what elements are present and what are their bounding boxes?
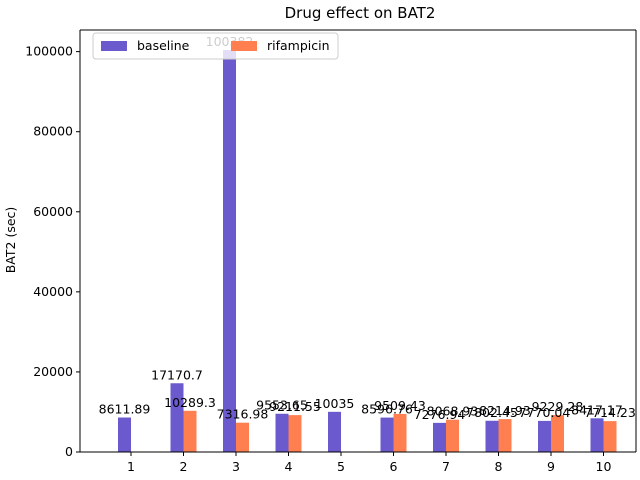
legend-label-baseline: baseline: [137, 38, 190, 53]
data-label-rifampicin-8: 8214.93: [479, 403, 531, 418]
bar-rifampicin-9: [551, 415, 564, 452]
plot-area: 8611.8917170.71003829553.65100358596.767…: [25, 29, 637, 474]
y-tick-label: 100000: [25, 44, 73, 59]
bar-rifampicin-8: [498, 419, 512, 452]
data-label-rifampicin-9: 9229.28: [532, 399, 584, 414]
bar-baseline-10: [590, 418, 604, 452]
data-label-rifampicin-2: 10289.3: [164, 395, 216, 410]
legend-swatch-baseline: [101, 41, 127, 51]
legend-label-rifampicin: rifampicin: [267, 38, 330, 53]
bar-rifampicin-10: [603, 421, 617, 452]
data-label-baseline-2: 17170.7: [151, 367, 203, 382]
bar-baseline-6: [380, 417, 394, 452]
bar-rifampicin-2: [183, 410, 197, 452]
y-tick-label: 40000: [33, 284, 73, 299]
legend-swatch-rifampicin: [231, 41, 257, 51]
legend-box: [92, 32, 339, 60]
x-tick-label: 7: [442, 459, 450, 474]
chart-title: Drug effect on BAT2: [285, 4, 436, 22]
bar-rifampicin-7: [446, 419, 459, 452]
data-label-baseline-5: 10035: [315, 396, 355, 411]
data-label-baseline-10: 8417.17: [571, 402, 623, 417]
y-tick-label: 60000: [33, 204, 73, 219]
y-axis-label: BAT2 (sec): [3, 207, 18, 274]
bar-baseline-9: [538, 420, 551, 452]
data-label-baseline-9: 7770.04: [519, 405, 571, 420]
data-label-baseline-1: 8611.89: [99, 402, 151, 417]
y-tick-label: 0: [65, 444, 73, 459]
x-tick-label: 8: [495, 459, 503, 474]
bar-baseline-3: [223, 50, 236, 453]
bar-baseline-1: [118, 417, 131, 452]
data-label-rifampicin-3: 7316.98: [217, 407, 269, 422]
x-tick-label: 9: [547, 459, 555, 474]
x-tick-label: 2: [180, 459, 188, 474]
x-tick-label: 4: [285, 459, 293, 474]
data-label-rifampicin-7: 8068.93: [427, 404, 479, 419]
x-tick-label: 3: [232, 459, 240, 474]
bar-baseline-4: [275, 413, 289, 452]
bar-baseline-5: [328, 411, 341, 452]
x-tick-label: 5: [337, 459, 345, 474]
data-label-rifampicin-10: 7714.23: [584, 405, 636, 420]
data-label-baseline-6: 8596.76: [361, 402, 413, 417]
x-tick-label: 10: [596, 459, 612, 474]
x-tick-label: 6: [390, 459, 398, 474]
data-label-rifampicin-6: 9509.43: [374, 398, 426, 413]
data-label-baseline-7: 7276.94: [414, 407, 466, 422]
y-tick-label: 20000: [33, 364, 73, 379]
x-tick-label: 1: [127, 459, 135, 474]
bar-baseline-7: [433, 422, 446, 452]
y-tick-label: 80000: [33, 124, 73, 139]
data-label-baseline-8: 7802.45: [466, 405, 518, 420]
bar-baseline-8: [485, 420, 499, 452]
bar-rifampicin-3: [236, 422, 249, 452]
data-label-rifampicin-4: 9211.55: [269, 399, 321, 414]
bar-baseline-2: [170, 383, 184, 452]
bar-rifampicin-6: [393, 413, 407, 452]
bar-rifampicin-4: [288, 415, 302, 452]
data-label-baseline-4: 9553.65: [256, 398, 308, 413]
